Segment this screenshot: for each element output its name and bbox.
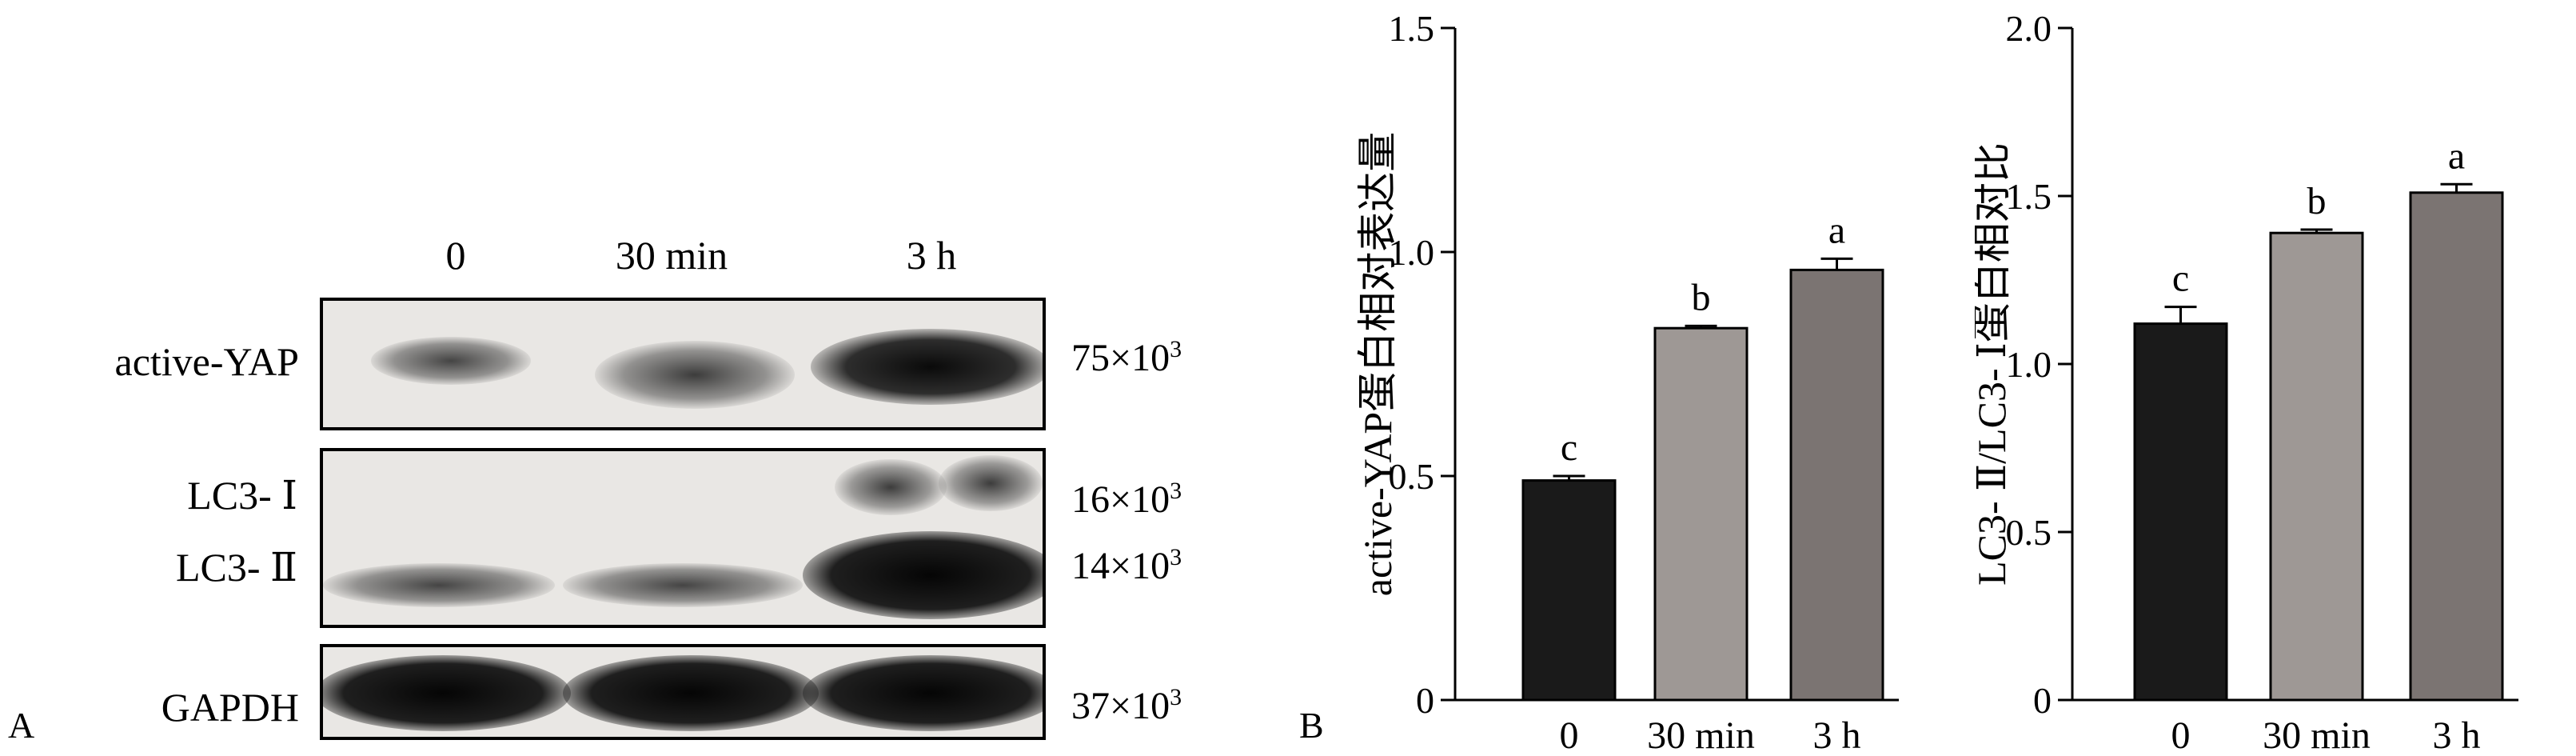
lane-label-3h: 3 h — [906, 233, 957, 278]
y-tick-label: 2.0 — [2006, 8, 2052, 49]
band-lc3i-3h-a — [835, 459, 947, 515]
bar-1 — [2269, 231, 2364, 702]
y-axis-label: LC3- Ⅱ/LC3- Ⅰ蛋白相对比 — [1975, 142, 2014, 586]
row-label-gapdh: GAPDH — [161, 685, 299, 730]
significance-label-1: b — [2307, 180, 2327, 222]
blot-gapdh — [320, 644, 1046, 740]
lane-label-0: 0 — [445, 233, 466, 278]
x-tick-label-1: 30 min — [2263, 714, 2371, 756]
y-tick-label: 1.5 — [1389, 8, 1435, 49]
y-tick-label: 1.5 — [2006, 176, 2052, 217]
x-tick-label-2: 3 h — [2433, 714, 2481, 756]
row-label-lc3-ii: LC3- Ⅱ — [175, 545, 297, 590]
significance-label-1: b — [1692, 276, 1711, 318]
bar-2 — [2409, 191, 2504, 702]
mw-label-active-yap: 75×103 — [1071, 336, 1182, 379]
x-tick-label-1: 30 min — [1647, 714, 1755, 756]
y-tick-label: 1.0 — [1389, 232, 1435, 273]
band-yap-30min — [595, 341, 795, 409]
x-tick-label-0: 0 — [1560, 714, 1579, 756]
significance-label-2: a — [2448, 134, 2465, 177]
y-tick-label: 1.0 — [2006, 344, 2052, 385]
x-tick-label-0: 0 — [2171, 714, 2191, 756]
lane-label-30min: 30 min — [615, 233, 728, 278]
y-tick-label: 0 — [2033, 680, 2052, 721]
significance-label-2: a — [1828, 209, 1845, 251]
chart-active-yap: 0 0.5 1.0 1.5 c 0 b 30 min a 3 h active-YAP蛋白相对表达量 — [1355, 8, 1899, 756]
band-yap-3h — [811, 329, 1043, 405]
panel-a-letter: A — [8, 705, 35, 746]
bar-0 — [2133, 322, 2228, 702]
bar-2 — [1789, 268, 1884, 702]
blot-lc3 — [320, 448, 1046, 628]
panel-b-letter: B — [1299, 705, 1324, 746]
mw-label-lc3-i: 16×103 — [1071, 478, 1182, 521]
band-gapdh-30min — [563, 655, 819, 731]
band-gapdh-3h — [803, 655, 1043, 731]
y-axis-label: active-YAP蛋白相对表达量 — [1355, 132, 1400, 597]
band-lc3i-3h-b — [939, 455, 1043, 511]
y-tick-label: 0.5 — [1389, 456, 1435, 497]
row-label-active-yap: active-YAP — [114, 339, 300, 384]
significance-label-0: c — [2172, 258, 2189, 300]
band-lc3ii-30min — [563, 563, 803, 607]
bar-1 — [1653, 326, 1749, 702]
band-gapdh-0 — [323, 655, 571, 731]
y-tick-label: 0 — [1416, 680, 1434, 721]
significance-label-0: c — [1561, 426, 1577, 469]
bar-0 — [1521, 479, 1617, 702]
mw-label-gapdh: 37×103 — [1071, 684, 1182, 727]
chart-lc3-ratio: 0 0.5 1.0 1.5 2.0 c 0 b 30 min a 3 h LC3- Ⅱ/LC3- Ⅰ蛋… — [1975, 8, 2518, 756]
y-tick-label: 0.5 — [2006, 512, 2052, 553]
band-lc3ii-0 — [323, 563, 555, 607]
row-label-lc3-i: LC3- Ⅰ — [187, 473, 297, 518]
band-lc3ii-3h — [803, 531, 1043, 619]
mw-label-lc3-ii: 14×103 — [1071, 544, 1182, 587]
x-tick-label-2: 3 h — [1813, 714, 1861, 756]
blot-active-yap — [320, 298, 1046, 430]
band-yap-0 — [371, 337, 531, 385]
